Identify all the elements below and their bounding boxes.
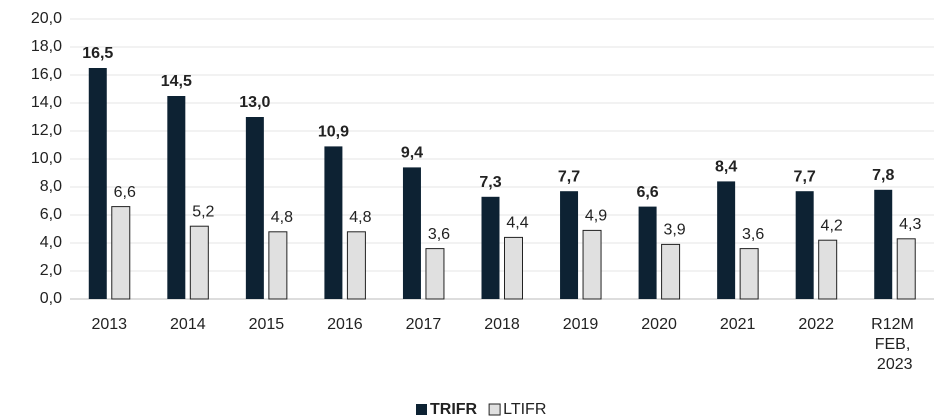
y-tick-label: 8,0: [40, 178, 62, 195]
data-label: 7,8: [872, 167, 894, 184]
x-tick-label: R12M FEB, 2023: [871, 316, 918, 373]
data-label: 14,5: [161, 73, 192, 90]
bar: [504, 236, 523, 300]
x-tick-label: 2014: [170, 316, 206, 333]
y-tick-label: 4,0: [40, 234, 62, 251]
data-label: 4,3: [899, 216, 921, 233]
bar: [818, 239, 838, 300]
y-tick-label: 18,0: [31, 38, 62, 55]
x-tick-label: 2016: [327, 316, 363, 333]
legend-label: LTIFR: [503, 401, 546, 418]
data-label: 4,4: [506, 215, 528, 232]
data-label: 4,8: [349, 209, 371, 226]
bar: [402, 167, 421, 299]
bar: [661, 243, 681, 300]
data-label: 8,4: [715, 159, 737, 176]
y-tick-label: 10,0: [31, 150, 62, 167]
data-label: 4,8: [271, 209, 293, 226]
data-label: 9,4: [401, 145, 423, 162]
x-tick-label: 2021: [720, 316, 756, 333]
legend-label: TRIFR: [430, 401, 478, 418]
bar: [582, 229, 602, 300]
data-label: 5,2: [192, 203, 214, 220]
data-label: 4,9: [585, 208, 607, 225]
data-label: 4,2: [821, 217, 843, 234]
bar: [189, 225, 209, 300]
data-label: 3,9: [663, 222, 685, 239]
bar: [739, 248, 759, 300]
data-label: 6,6: [636, 184, 658, 201]
bar: [88, 68, 107, 299]
bar: [717, 181, 736, 299]
bar: [638, 206, 657, 299]
legend-swatch: [416, 404, 427, 415]
data-label: 3,6: [428, 226, 450, 243]
data-label: 16,5: [82, 45, 113, 62]
data-label: 7,7: [794, 168, 816, 185]
bar: [268, 231, 288, 300]
x-tick-label: 2019: [563, 316, 599, 333]
y-tick-label: 16,0: [31, 66, 62, 83]
legend-swatch: [488, 403, 501, 416]
bar: [245, 117, 264, 299]
y-tick-label: 12,0: [31, 122, 62, 139]
bar: [346, 231, 366, 300]
y-tick-label: 2,0: [40, 262, 62, 279]
y-tick-label: 14,0: [31, 94, 62, 111]
x-tick-label: 2017: [406, 316, 442, 333]
data-label: 13,0: [239, 94, 270, 111]
y-tick-label: 0,0: [40, 290, 62, 307]
data-label: 7,3: [479, 174, 501, 191]
x-tick-label: 2013: [91, 316, 127, 333]
x-tick-label: 2018: [484, 316, 520, 333]
bar: [425, 248, 445, 300]
bar: [896, 238, 916, 300]
y-tick-label: 6,0: [40, 206, 62, 223]
y-tick-label: 20,0: [31, 10, 62, 27]
data-label: 10,9: [318, 124, 349, 141]
bar: [795, 191, 814, 299]
bar: [481, 196, 500, 299]
bar: [167, 96, 186, 299]
bar: [874, 189, 893, 299]
x-tick-label: 2022: [798, 316, 834, 333]
data-label: 3,6: [742, 226, 764, 243]
bar: [560, 191, 579, 299]
data-label: 7,7: [558, 168, 580, 185]
bar: [111, 206, 131, 300]
bar: [324, 146, 343, 299]
data-label: 6,6: [114, 184, 136, 201]
x-tick-label: 2015: [249, 316, 285, 333]
x-tick-label: 2020: [641, 316, 677, 333]
